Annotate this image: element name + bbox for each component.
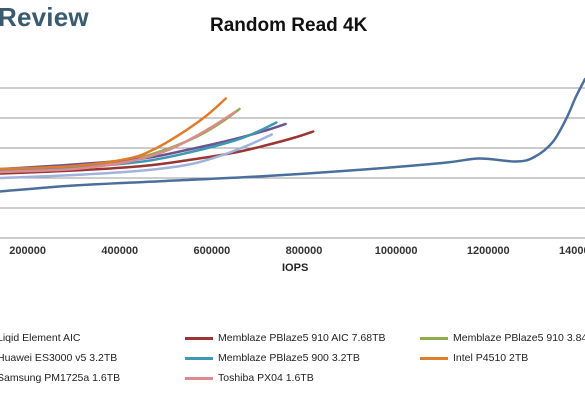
series-line-4 [0, 121, 278, 172]
legend-swatch-7 [185, 376, 213, 380]
legend-item-3: Huawei ES3000 v5 3.2TB [0, 352, 117, 364]
legend: Liqid Element AIC Memblaze PBlaze5 910 AI… [0, 324, 585, 401]
legend-swatch-2 [420, 336, 448, 340]
legend-label-6: Samsung PM1725a 1.6TB [0, 372, 121, 384]
legend-item-5: Intel P4510 2TB [420, 352, 528, 364]
plot-svg: 200000 400000 600000 800000 1000000 1200000 14… [0, 77, 585, 257]
legend-item-2: Memblaze PBlaze5 910 3.84TB [420, 332, 585, 344]
legend-swatch-4 [185, 356, 213, 360]
x-tick-label-6: 1400000 [559, 245, 585, 257]
x-tick-label-2: 600000 [194, 245, 231, 257]
chart-title: Random Read 4K [210, 15, 368, 36]
series-line-0 [0, 77, 585, 193]
x-tick-label-5: 1200000 [467, 245, 510, 257]
series-line-1 [0, 130, 315, 175]
legend-label-5: Intel P4510 2TB [453, 352, 529, 364]
legend-item-6: Samsung PM1725a 1.6TB [0, 372, 120, 384]
x-tick-label-4: 1000000 [375, 245, 418, 257]
legend-label-4: Memblaze PBlaze5 900 3.2TB [218, 352, 360, 364]
series-line-5 [0, 97, 227, 171]
brand-logo-text: Review [0, 2, 89, 32]
legend-label-2: Memblaze PBlaze5 910 3.84TB [453, 332, 585, 344]
legend-item-1: Memblaze PBlaze5 910 AIC 7.68TB [185, 332, 386, 344]
x-tick-label-0: 200000 [9, 245, 46, 257]
legend-label-7: Toshiba PX04 1.6TB [218, 372, 314, 384]
legend-label-0: Liqid Element AIC [0, 332, 81, 344]
series-line-6 [0, 133, 274, 180]
legend-swatch-1 [185, 336, 213, 340]
x-tick-label-1: 400000 [101, 245, 138, 257]
x-axis-label: IOPS [282, 262, 309, 274]
legend-label-3: Huawei ES3000 v5 3.2TB [0, 352, 118, 364]
series-line-7 [0, 110, 237, 174]
series-line-3 [0, 122, 287, 171]
legend-swatch-5 [420, 356, 448, 360]
legend-item-4: Memblaze PBlaze5 900 3.2TB [185, 352, 360, 364]
legend-label-1: Memblaze PBlaze5 910 AIC 7.68TB [218, 332, 386, 344]
legend-item-7: Toshiba PX04 1.6TB [185, 372, 314, 384]
x-tick-label-3: 800000 [286, 245, 323, 257]
legend-item-0: Liqid Element AIC [0, 332, 80, 344]
